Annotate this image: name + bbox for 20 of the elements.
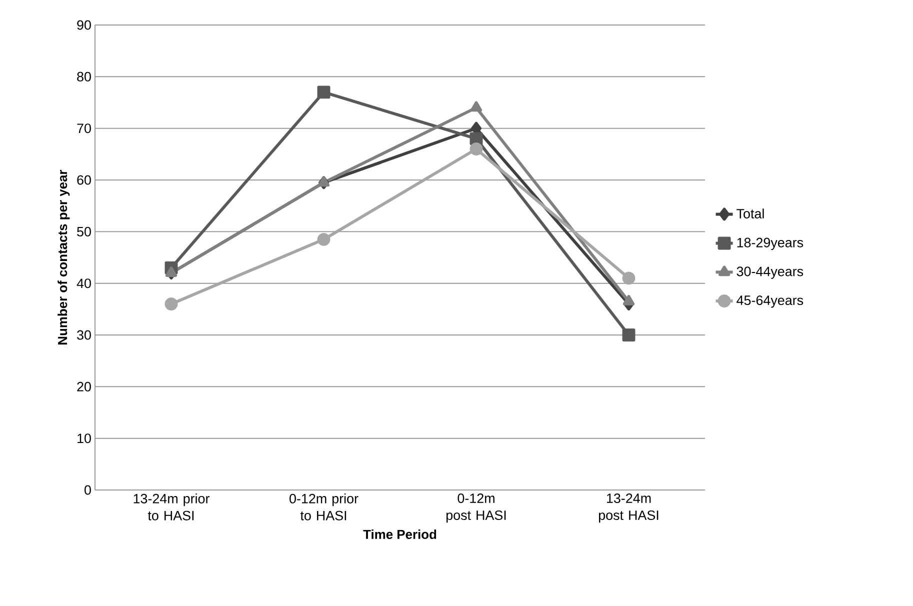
legend-label: Total <box>736 208 764 218</box>
y-tick-label: 80 <box>77 72 91 82</box>
y-tick-label: 20 <box>77 382 91 392</box>
legend-label: 30-44years <box>736 266 804 279</box>
y-tick-label: 60 <box>77 175 91 185</box>
y-tick-label: 10 <box>78 434 91 444</box>
y-tick-label: 50 <box>77 226 91 236</box>
y-tick-label: 40 <box>76 278 91 288</box>
x-tick-label: 0-12m prior to HASI <box>290 494 358 520</box>
x-tick-label: 0-12m post HASI <box>446 494 506 523</box>
x-axis-title: Time Period <box>363 529 436 539</box>
legend-label: 45-64years <box>736 296 804 308</box>
y-tick-label: 0 <box>84 485 91 495</box>
legend-label: 18-29years <box>737 238 804 250</box>
y-tick-label: 30 <box>77 330 91 340</box>
y-tick-label: 70 <box>77 124 91 134</box>
x-tick-label: 13-24m post HASI <box>598 494 658 523</box>
y-tick-label: 90 <box>77 20 91 30</box>
x-tick-label: 13-24m prior to HASI <box>134 494 210 520</box>
y-axis-title: Number of contacts per year <box>58 170 70 344</box>
